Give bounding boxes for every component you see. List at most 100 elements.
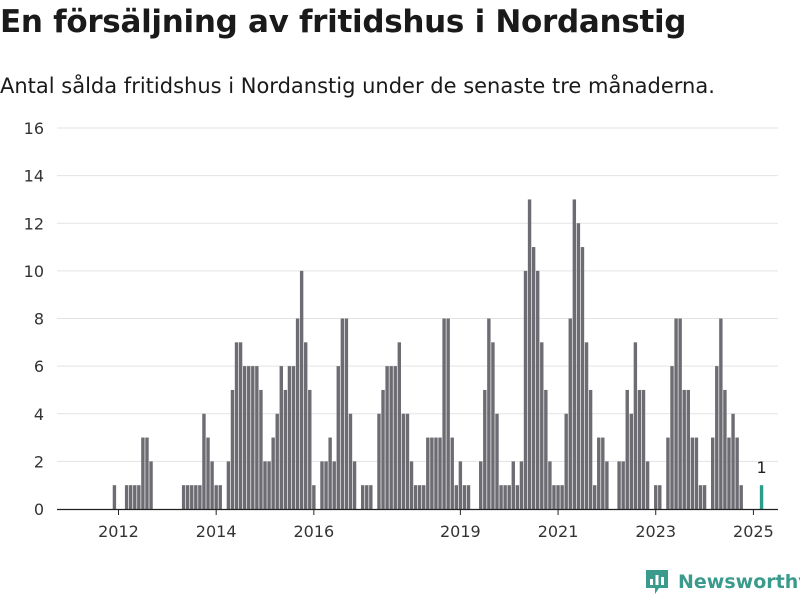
bar — [645, 461, 650, 510]
bar — [719, 318, 723, 509]
bar — [625, 389, 629, 509]
bar — [515, 485, 520, 509]
bar — [381, 389, 385, 509]
bar — [491, 342, 495, 509]
bar — [291, 366, 296, 510]
bar — [564, 413, 568, 509]
bar — [238, 342, 243, 509]
bar — [544, 389, 548, 509]
y-tick-label: 16 — [24, 119, 44, 138]
bar — [430, 437, 434, 509]
bar — [629, 413, 634, 509]
x-tick-label: 2023 — [635, 522, 676, 541]
bar — [198, 485, 202, 509]
bar — [283, 389, 288, 509]
bar — [690, 437, 695, 509]
bar — [597, 437, 601, 509]
bar — [711, 437, 715, 509]
bar — [210, 461, 214, 510]
bar — [442, 318, 446, 509]
bar — [194, 485, 198, 509]
y-axis-ticks: 0 2 4 6 8 10 12 14 16 — [24, 119, 44, 519]
bar — [413, 485, 418, 509]
bar — [462, 485, 467, 509]
bar — [312, 485, 316, 509]
bar — [308, 389, 312, 509]
bar — [678, 318, 682, 509]
bar — [145, 437, 149, 509]
y-tick-label: 4 — [34, 405, 44, 424]
bar — [251, 366, 255, 510]
bar — [401, 413, 406, 509]
bar — [202, 413, 206, 509]
bar — [348, 413, 353, 509]
bar — [133, 485, 137, 509]
highlight-bar — [759, 485, 764, 509]
bar — [560, 485, 564, 509]
bar — [247, 366, 251, 510]
bar — [295, 318, 300, 509]
bar — [527, 199, 532, 509]
bar — [287, 366, 292, 510]
bar — [511, 461, 515, 510]
bar — [556, 485, 560, 509]
bar — [487, 318, 491, 509]
bar — [267, 461, 271, 510]
x-tick-label: 2016 — [293, 522, 334, 541]
bar — [568, 318, 572, 509]
bar — [682, 389, 686, 509]
y-tick-label: 12 — [24, 214, 44, 233]
newsworthy-logo: Newsworthy — [644, 568, 800, 596]
bar — [304, 342, 308, 509]
x-tick-label: 2025 — [733, 522, 774, 541]
bar — [584, 342, 589, 509]
bar — [654, 485, 658, 509]
grid-lines — [57, 127, 778, 462]
x-tick-label: 2012 — [98, 522, 139, 541]
bar — [698, 485, 703, 509]
bar — [523, 270, 528, 510]
y-tick-label: 10 — [24, 262, 44, 281]
chart-subtitle: Antal sålda fritidshus i Nordanstig unde… — [0, 74, 715, 98]
y-tick-label: 0 — [34, 500, 44, 519]
bar — [617, 461, 621, 510]
bar — [605, 461, 609, 510]
bar — [572, 199, 577, 509]
bar — [666, 437, 670, 509]
bar — [263, 461, 267, 510]
bar — [641, 389, 646, 509]
bar — [230, 389, 235, 509]
bar — [637, 389, 642, 509]
bar — [674, 318, 678, 509]
bar — [735, 437, 739, 509]
bar — [694, 437, 699, 509]
bar — [137, 485, 141, 509]
bar — [658, 485, 662, 509]
bar — [686, 389, 690, 509]
bar — [275, 413, 279, 509]
bar — [422, 485, 426, 509]
bar — [389, 366, 393, 510]
y-tick-label: 2 — [34, 452, 44, 471]
bars — [112, 199, 764, 510]
bar — [601, 437, 605, 509]
bar — [495, 413, 499, 509]
bar — [621, 461, 625, 510]
bar — [633, 342, 638, 509]
bar — [552, 485, 556, 509]
bar — [519, 461, 524, 510]
bar — [499, 485, 503, 509]
bar — [426, 437, 430, 509]
bar — [670, 366, 674, 510]
bar — [365, 485, 369, 509]
bar — [324, 461, 328, 510]
bar — [540, 342, 544, 509]
bar — [507, 485, 511, 509]
bar — [397, 342, 402, 509]
bar — [739, 485, 743, 509]
bar — [483, 389, 487, 509]
bar — [731, 413, 735, 509]
y-tick-label: 6 — [34, 357, 44, 376]
bar — [592, 485, 597, 509]
